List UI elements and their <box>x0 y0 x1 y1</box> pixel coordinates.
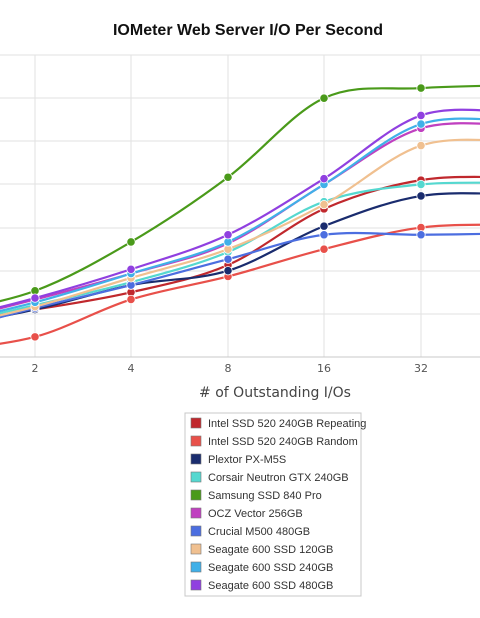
legend-label: Crucial M500 480GB <box>208 526 310 538</box>
data-point <box>126 264 136 274</box>
data-point <box>319 221 329 231</box>
data-point <box>416 230 426 240</box>
legend-swatch <box>190 489 202 501</box>
x-tick-label: 8 <box>225 362 232 375</box>
data-point <box>319 244 329 254</box>
data-point <box>416 191 426 201</box>
series-layer <box>0 83 480 345</box>
data-point <box>319 174 329 184</box>
data-point <box>319 230 329 240</box>
legend-box <box>184 412 362 597</box>
data-point <box>319 199 329 210</box>
legend-label: OCZ Vector 256GB <box>208 508 303 520</box>
legend-label: Samsung SSD 840 Pro <box>208 490 322 502</box>
series-line <box>0 122 480 310</box>
series-line <box>0 117 480 313</box>
data-point <box>416 110 426 121</box>
data-point <box>223 230 233 240</box>
legend-swatch <box>190 507 202 519</box>
data-point <box>223 254 233 264</box>
series-line <box>0 231 480 319</box>
legend-label: Seagate 600 SSD 240GB <box>208 562 333 574</box>
legend-swatch <box>190 543 202 555</box>
legend: Intel SSD 520 240GB Repeating Intel SSD 5… <box>184 412 366 597</box>
data-point <box>223 266 233 276</box>
x-tick-label: 2 <box>32 362 39 375</box>
data-point <box>223 172 233 182</box>
x-axis-ticks: 2 4 8 16 32 <box>32 362 429 375</box>
chart-title: IOMeter Web Server I/O Per Second <box>113 22 383 39</box>
legend-label: Plextor PX-M5S <box>208 454 286 466</box>
data-point <box>416 179 426 190</box>
legend-swatch <box>190 417 202 429</box>
legend-label: Intel SSD 520 240GB Repeating <box>208 418 366 430</box>
legend-swatch <box>190 561 202 573</box>
x-axis-label: # of Outstanding I/Os <box>199 385 351 401</box>
legend-label: Seagate 600 SSD 120GB <box>208 544 333 556</box>
data-point <box>126 294 136 305</box>
series-group <box>0 83 480 345</box>
legend-label: Intel SSD 520 240GB Random <box>208 436 358 448</box>
x-tick-label: 16 <box>317 362 331 375</box>
data-point <box>30 293 40 303</box>
legend-swatch <box>190 435 202 447</box>
data-point <box>416 141 426 151</box>
legend-swatch <box>190 471 202 483</box>
legend-swatch <box>190 579 202 591</box>
data-point <box>319 93 329 103</box>
legend-label: Corsair Neutron GTX 240GB <box>208 472 349 484</box>
data-point <box>30 332 40 342</box>
legend-swatch <box>190 453 202 465</box>
legend-swatch <box>190 525 202 537</box>
data-point <box>416 83 426 93</box>
legend-label: Seagate 600 SSD 480GB <box>208 580 333 592</box>
series-line <box>0 181 480 315</box>
plot-grid <box>0 54 480 358</box>
x-tick-label: 32 <box>414 362 428 375</box>
data-point <box>126 237 136 247</box>
series-line <box>0 192 480 318</box>
x-tick-label: 4 <box>128 362 135 375</box>
data-point <box>416 119 426 129</box>
